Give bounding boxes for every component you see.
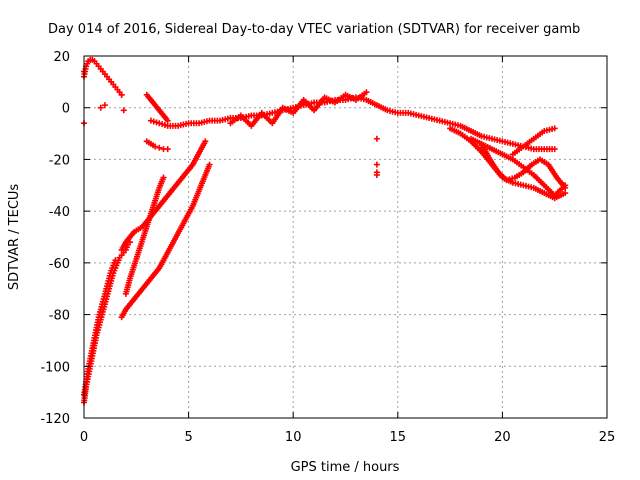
data-point [97,104,104,111]
series-arc-3-steep-rise-b [81,257,119,398]
series-arc-13-late-rebound [509,125,558,158]
y-tick-label: -20 [49,153,70,168]
data-point [206,161,213,168]
data-point [152,143,159,150]
data-point [164,146,171,153]
y-tick-label: 20 [53,50,70,65]
data-point [156,144,163,151]
series-arc-10-noisy-band [227,89,370,129]
plot-frame [83,55,608,419]
data-point [551,146,558,153]
y-tick-label: -100 [40,360,70,375]
label-layer: 0 5 10 15 20 25 20 0 -20 -40 -60 -80 -100 -120 [40,50,615,445]
data-point [118,91,125,98]
data-point [112,257,119,264]
x-tick-label: 10 [285,430,302,445]
data-point [101,102,108,109]
points-layer [81,56,569,406]
y-tick-label: -60 [49,257,70,272]
data-point [160,174,167,181]
x-axis-label: GPS time / hours [291,460,400,475]
chart-title: Day 014 of 2016, Sidereal Day-to-day VTE… [48,22,580,37]
series-arc-7-dip-near-3h [143,91,171,124]
data-point [373,171,380,178]
x-tick-label: 0 [80,430,88,445]
series-arc-9-main-daytime-band [147,94,558,153]
x-tick-label: 15 [390,430,407,445]
data-point [373,135,380,142]
y-tick-label: -40 [49,205,70,220]
data-point [373,161,380,168]
data-point [562,190,569,197]
grid-layer [84,56,607,418]
series-arc-8-low-short-near-3h [143,138,171,153]
data-point [562,184,569,191]
y-tick-label: -80 [49,309,70,324]
series-arc-4-mid-rise [118,138,209,253]
data-point [551,125,558,132]
data-point [363,89,370,96]
series-arc-5-second-rise [118,161,213,321]
y-tick-label: 0 [62,102,70,117]
x-tick-label: 5 [184,430,192,445]
data-point [120,107,127,114]
series-arc-14-late-low-hump [478,140,569,191]
data-point [202,138,209,145]
data-point [164,117,171,124]
x-tick-label: 20 [494,430,511,445]
x-tick-label: 25 [599,430,616,445]
y-tick-label: -120 [40,412,70,427]
y-axis-label: SDTVAR / TECUs [7,184,22,291]
series-arc-6-third-rise [122,174,167,297]
tick-layer [83,55,608,419]
